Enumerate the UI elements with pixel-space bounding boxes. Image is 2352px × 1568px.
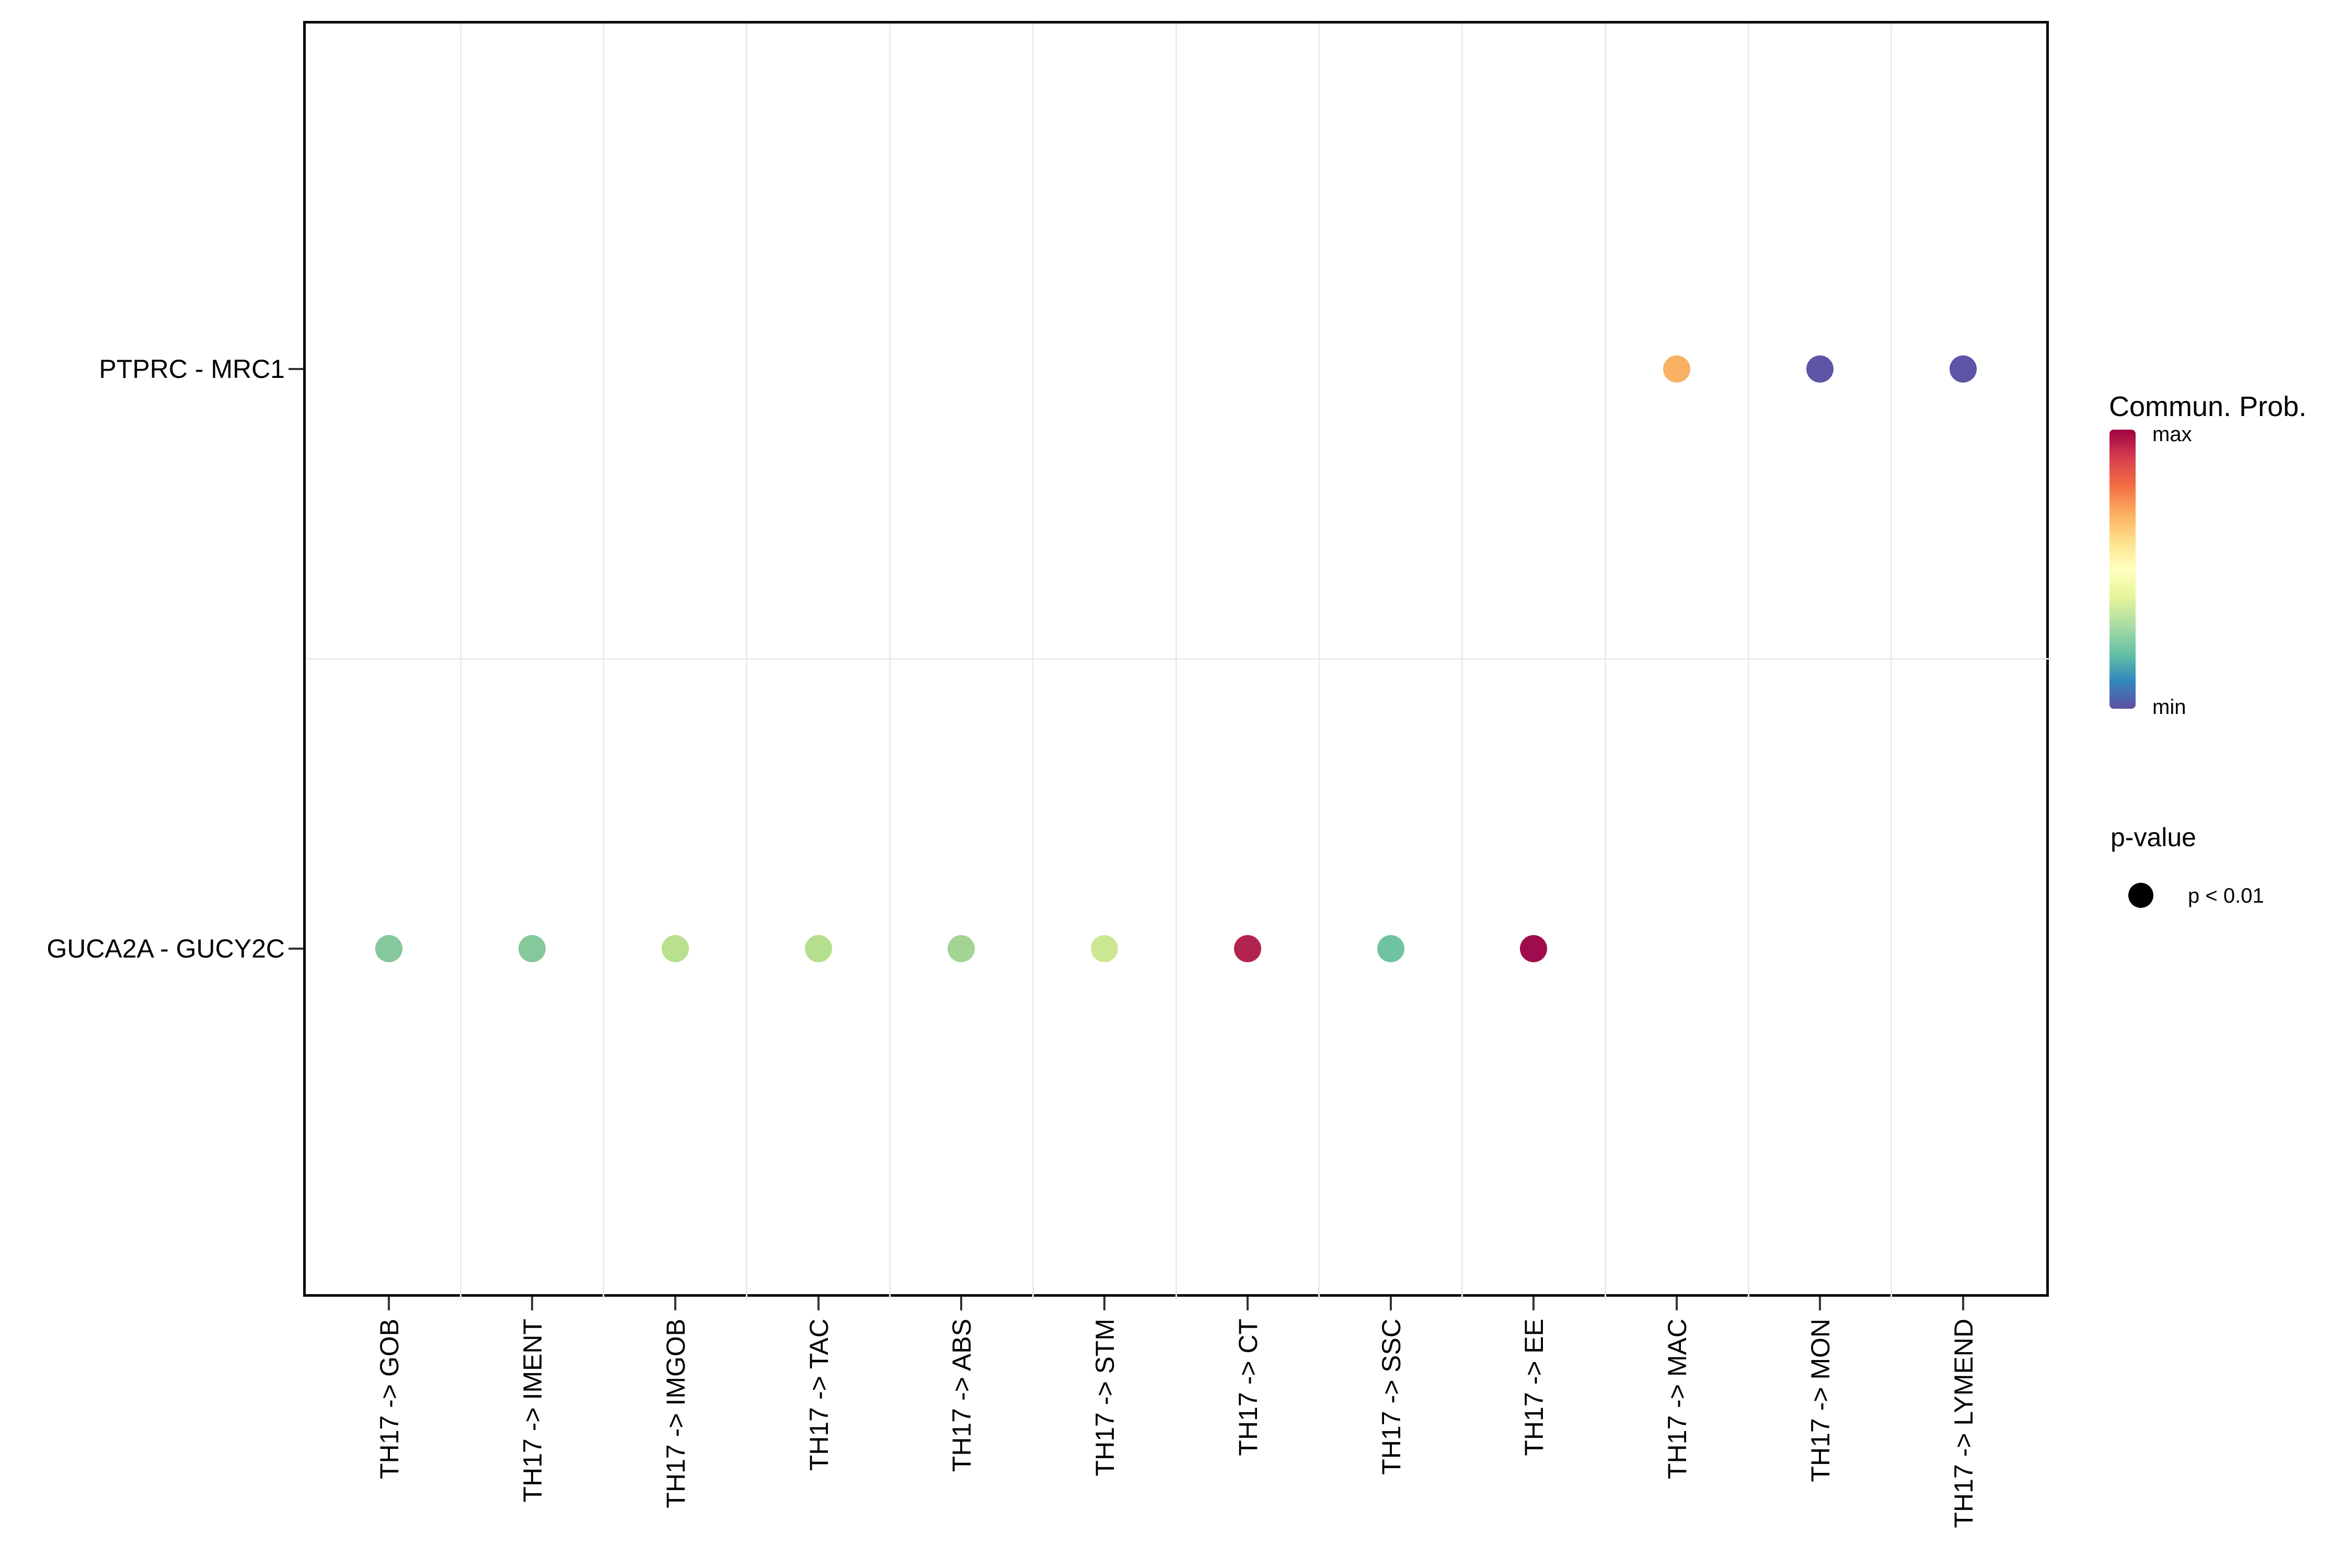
- x-axis-tick: [531, 1297, 534, 1310]
- x-axis-label: TH17 -> IMENT: [518, 1319, 548, 1503]
- y-axis-tick: [289, 948, 303, 950]
- gridline-vertical: [1461, 24, 1463, 1299]
- gridline-vertical: [1318, 24, 1320, 1299]
- x-axis-tick: [1818, 1297, 1821, 1310]
- gridline-vertical: [889, 24, 891, 1299]
- data-point-dot: [375, 935, 403, 963]
- data-point-dot: [948, 935, 975, 963]
- colorbar-legend-title: Commun. Prob.: [2109, 391, 2307, 422]
- x-axis-label: TH17 -> STM: [1090, 1319, 1120, 1477]
- x-axis-label: TH17 -> MON: [1805, 1319, 1835, 1482]
- gridline-vertical: [1175, 24, 1177, 1299]
- data-point-dot: [1806, 355, 1834, 383]
- pvalue-item-label: p < 0.01: [2188, 884, 2264, 907]
- gridline-vertical: [1890, 24, 1893, 1299]
- gridline-vertical: [1604, 24, 1606, 1299]
- gridline-vertical: [1747, 24, 1749, 1299]
- x-axis-label: TH17 -> MAC: [1663, 1319, 1692, 1480]
- gridline-vertical: [746, 24, 748, 1299]
- y-axis-tick: [289, 367, 303, 370]
- x-axis-tick: [1246, 1297, 1249, 1310]
- x-axis-tick: [674, 1297, 676, 1310]
- y-axis-label: PTPRC - MRC1: [99, 354, 285, 384]
- gridline-vertical: [1032, 24, 1034, 1299]
- x-axis-label: TH17 -> IMGOB: [661, 1319, 690, 1508]
- x-axis-tick: [1389, 1297, 1392, 1310]
- gridline-vertical: [459, 24, 462, 1299]
- x-axis-label: TH17 -> GOB: [375, 1319, 405, 1480]
- x-axis-tick: [1676, 1297, 1678, 1310]
- data-point-dot: [1949, 355, 1977, 383]
- colorbar-gradient: [2109, 430, 2136, 709]
- x-axis-tick: [960, 1297, 963, 1310]
- x-axis-label: TH17 -> SSC: [1376, 1319, 1406, 1475]
- gridline-vertical: [603, 24, 605, 1299]
- data-point-dot: [1377, 935, 1404, 963]
- data-point-dot: [661, 935, 689, 963]
- x-axis-label: TH17 -> CT: [1233, 1319, 1263, 1456]
- x-axis-label: TH17 -> EE: [1519, 1319, 1549, 1456]
- x-axis-tick: [817, 1297, 820, 1310]
- x-axis-tick: [1532, 1297, 1535, 1310]
- pvalue-dot-icon: [2128, 883, 2153, 908]
- data-point-dot: [1091, 935, 1119, 963]
- y-axis-label: GUCA2A - GUCY2C: [47, 934, 285, 964]
- data-point-dot: [518, 935, 546, 963]
- data-point-dot: [1663, 355, 1691, 383]
- x-axis-tick: [1103, 1297, 1106, 1310]
- plot-panel: [303, 21, 2051, 1299]
- pvalue-legend-title: p-value: [2111, 823, 2196, 852]
- x-axis-label: TH17 -> TAC: [804, 1319, 834, 1471]
- colorbar-max-label: max: [2152, 423, 2192, 446]
- x-axis-label: TH17 -> ABS: [947, 1319, 977, 1472]
- x-axis-tick: [388, 1297, 390, 1310]
- x-axis-label: TH17 -> LYMEND: [1949, 1319, 1978, 1528]
- data-point-dot: [1520, 935, 1548, 963]
- colorbar-min-label: min: [2152, 696, 2186, 719]
- data-point-dot: [804, 935, 832, 963]
- gridline-horizontal: [306, 658, 2051, 660]
- x-axis-tick: [1962, 1297, 1964, 1310]
- data-point-dot: [1233, 935, 1261, 963]
